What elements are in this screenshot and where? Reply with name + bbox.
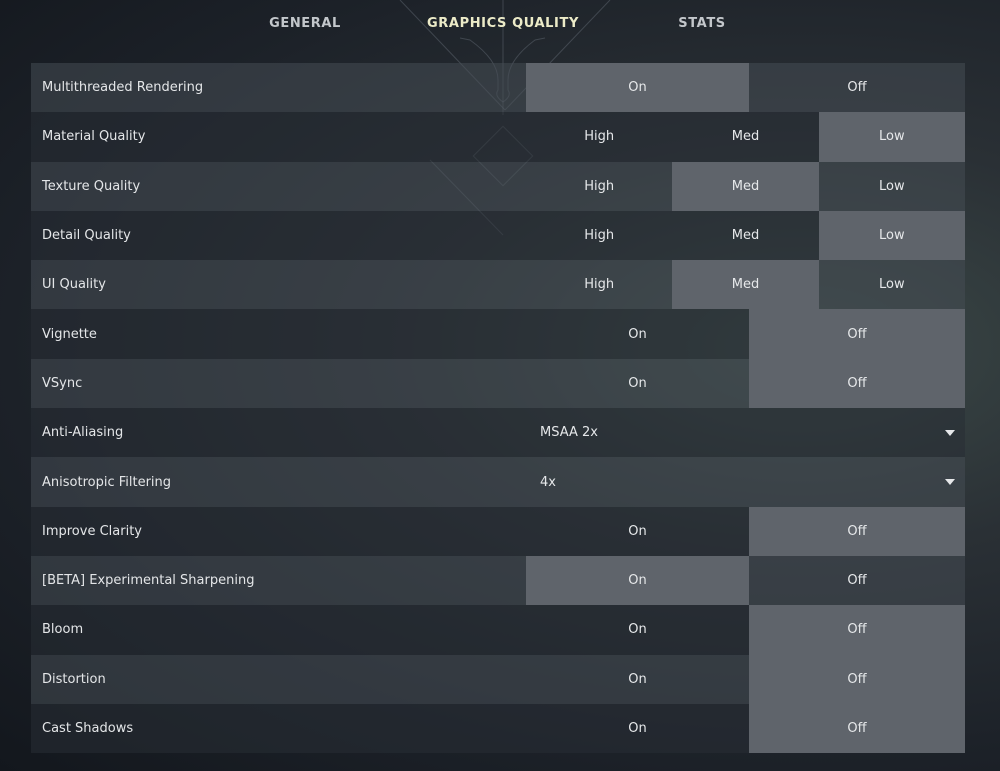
setting-row-improve-clarity: Improve Clarity On Off bbox=[31, 506, 965, 556]
setting-row-detail-quality: Detail Quality High Med Low bbox=[31, 210, 965, 261]
setting-row-anti-aliasing: Anti-Aliasing MSAA 2x bbox=[31, 408, 965, 458]
setting-label: Anisotropic Filtering bbox=[42, 474, 172, 490]
option-group: On Off bbox=[526, 358, 965, 409]
option-group: On Off bbox=[526, 703, 965, 754]
anti-aliasing-dropdown[interactable]: MSAA 2x bbox=[526, 408, 965, 457]
option-group: High Med Low bbox=[526, 161, 965, 211]
tab-graphics-quality[interactable]: GRAPHICS QUALITY bbox=[427, 16, 579, 31]
caret-down-icon[interactable] bbox=[945, 479, 955, 486]
option-off-button[interactable]: Off bbox=[847, 80, 867, 96]
setting-row-beta-experimental-sharpening: [BETA] Experimental Sharpening On Off bbox=[31, 555, 965, 606]
option-group: High Med Low bbox=[526, 260, 965, 310]
option-group: On Off bbox=[526, 605, 965, 655]
option-group: High Med Low bbox=[526, 112, 965, 162]
setting-label: Anti-Aliasing bbox=[42, 425, 124, 441]
option-med-button[interactable]: Med bbox=[672, 260, 819, 310]
setting-label: Detail Quality bbox=[42, 228, 131, 244]
option-on-button[interactable]: On bbox=[526, 555, 749, 606]
setting-row-distortion: Distortion On Off bbox=[31, 654, 965, 704]
option-off-button[interactable]: Off bbox=[847, 573, 867, 589]
option-on-button[interactable]: On bbox=[628, 721, 647, 736]
option-group: On Off bbox=[526, 506, 965, 556]
setting-row-material-quality: Material Quality High Med Low bbox=[31, 112, 965, 162]
setting-row-multithreaded-rendering: Multithreaded Rendering On Off bbox=[31, 63, 965, 113]
option-low-button[interactable]: Low bbox=[818, 112, 965, 162]
option-group: On Off bbox=[526, 309, 965, 359]
dropdown-value: 4x bbox=[540, 474, 556, 490]
option-off-button[interactable]: Off bbox=[749, 703, 965, 754]
option-on-button[interactable]: On bbox=[628, 326, 647, 342]
option-high-button[interactable]: High bbox=[584, 129, 615, 145]
setting-label: Material Quality bbox=[42, 129, 146, 145]
setting-row-anisotropic-filtering: Anisotropic Filtering 4x bbox=[31, 457, 965, 507]
setting-label: VSync bbox=[42, 375, 83, 391]
option-off-button[interactable]: Off bbox=[749, 358, 965, 409]
setting-label: Texture Quality bbox=[42, 178, 141, 194]
option-group: High Med Low bbox=[526, 210, 965, 261]
option-group: On Off bbox=[526, 63, 965, 113]
option-low-button[interactable]: Low bbox=[818, 210, 965, 261]
option-on-button[interactable]: On bbox=[628, 671, 647, 687]
dropdown: MSAA 2x bbox=[526, 408, 965, 457]
option-on-button[interactable]: On bbox=[628, 523, 647, 539]
option-off-button[interactable]: Off bbox=[749, 506, 965, 556]
option-off-button[interactable]: Off bbox=[749, 309, 965, 359]
tab-bar: GENERAL GRAPHICS QUALITY STATS bbox=[0, 0, 1000, 50]
setting-row-texture-quality: Texture Quality High Med Low bbox=[31, 161, 965, 211]
dropdown: 4x bbox=[526, 457, 965, 506]
setting-row-vignette: Vignette On Off bbox=[31, 309, 965, 359]
tab-stats[interactable]: STATS bbox=[678, 16, 726, 31]
option-high-button[interactable]: High bbox=[584, 228, 615, 244]
setting-label: Vignette bbox=[42, 326, 97, 342]
option-on-button[interactable]: On bbox=[628, 375, 647, 391]
option-group: On Off bbox=[526, 555, 965, 606]
option-low-button[interactable]: Low bbox=[879, 178, 905, 194]
setting-label: Cast Shadows bbox=[42, 721, 134, 736]
anisotropic-filtering-dropdown[interactable]: 4x bbox=[526, 457, 965, 506]
setting-label: Improve Clarity bbox=[42, 523, 142, 539]
option-med-button[interactable]: Med bbox=[731, 228, 760, 244]
option-off-button[interactable]: Off bbox=[749, 605, 965, 655]
setting-label: UI Quality bbox=[42, 277, 106, 293]
setting-label: Distortion bbox=[42, 671, 106, 687]
option-on-button[interactable]: On bbox=[526, 63, 749, 113]
setting-row-bloom: Bloom On Off bbox=[31, 605, 965, 655]
option-on-button[interactable]: On bbox=[628, 622, 647, 638]
dropdown-value: MSAA 2x bbox=[540, 425, 598, 441]
setting-row-cast-shadows: Cast Shadows On Off bbox=[31, 703, 965, 754]
option-off-button[interactable]: Off bbox=[749, 654, 965, 704]
tab-general[interactable]: GENERAL bbox=[269, 16, 341, 31]
option-high-button[interactable]: High bbox=[584, 178, 615, 194]
setting-label: [BETA] Experimental Sharpening bbox=[42, 573, 255, 589]
option-med-button[interactable]: Med bbox=[672, 161, 819, 211]
option-low-button[interactable]: Low bbox=[879, 277, 905, 293]
setting-row-ui-quality: UI Quality High Med Low bbox=[31, 260, 965, 310]
setting-row-vsync: VSync On Off bbox=[31, 358, 965, 409]
settings-list: Multithreaded Rendering On Off Material Qua… bbox=[31, 63, 965, 754]
option-group: On Off bbox=[526, 654, 965, 704]
option-high-button[interactable]: High bbox=[584, 277, 615, 293]
caret-down-icon[interactable] bbox=[945, 429, 955, 436]
setting-label: Bloom bbox=[42, 622, 84, 638]
setting-label: Multithreaded Rendering bbox=[42, 80, 204, 96]
option-med-button[interactable]: Med bbox=[731, 129, 760, 145]
